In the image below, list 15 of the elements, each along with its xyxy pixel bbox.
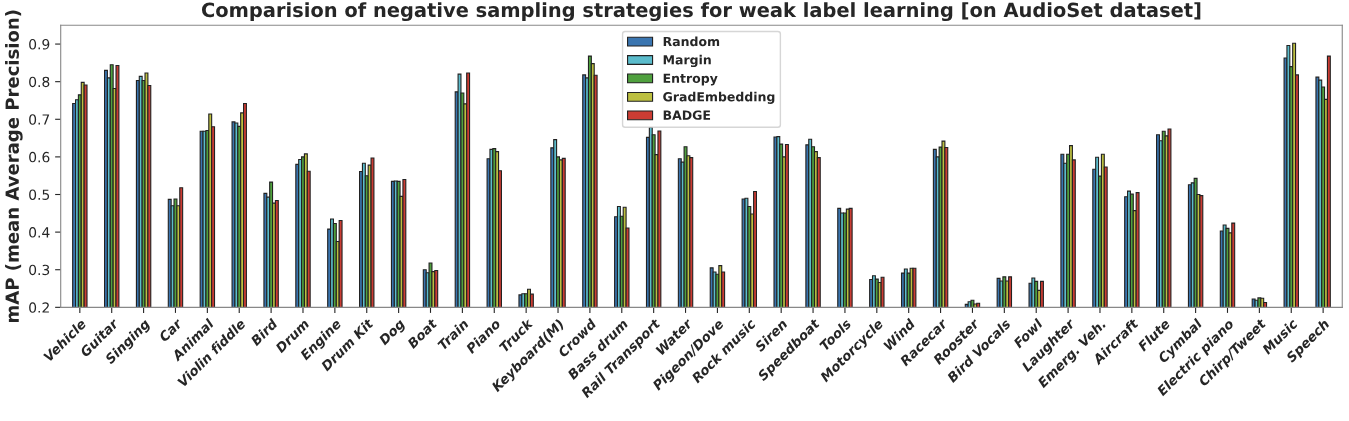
- legend-label: Margin: [663, 54, 711, 68]
- y-tick-label: 0.8: [29, 76, 50, 88]
- legend-label: GradEmbedding: [663, 91, 775, 104]
- y-axis-title: mAP (mean Average Precision): [5, 10, 23, 323]
- y-tick-label: 0.4: [29, 227, 50, 238]
- y-tick-label: 0.9: [29, 39, 50, 50]
- y-tick-label: 0.7: [29, 114, 50, 125]
- chart-title: Comparision of negative sampling strategies for weak label learning [on AudioSet dataset]: [201, 2, 1201, 22]
- legend-label: BADGE: [663, 110, 711, 120]
- y-tick-label: 0.6: [29, 151, 50, 163]
- y-tick-label: 0.3: [29, 264, 50, 276]
- y-tick-label: 0.2: [29, 302, 49, 313]
- y-tick-label: 0.5: [29, 189, 50, 200]
- legend-label: Entropy: [663, 73, 718, 86]
- legend-label: Random: [663, 36, 720, 47]
